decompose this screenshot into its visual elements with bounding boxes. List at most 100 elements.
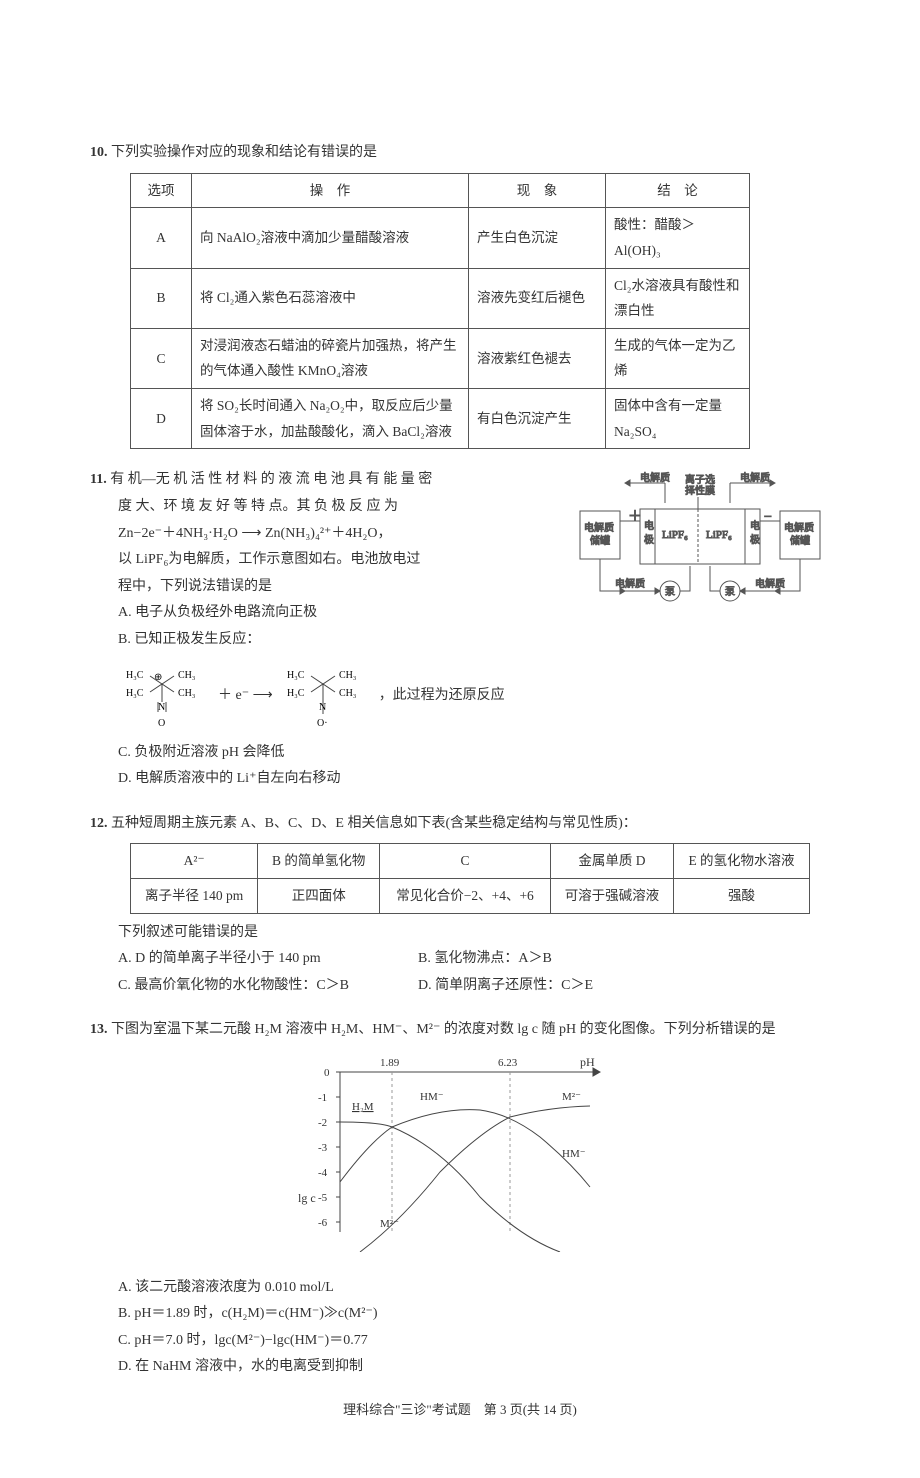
q10-number: 10. xyxy=(90,145,108,160)
mol2-h3c-tl: H₃C xyxy=(287,670,305,681)
q11-opt-a-text: 电子从负极经外电路流向正极 xyxy=(135,605,317,620)
q10-th-opt: 选项 xyxy=(131,173,192,208)
ytick-4: -4 xyxy=(318,1167,328,1179)
q10-th-phen: 现 象 xyxy=(469,173,606,208)
q11-opt-b-tail: ，此过程为还原反应 xyxy=(379,683,505,710)
q10-r3-op: 将 SO₂长时间通入 Na₂O₂中，取反应后少量固体溶于水，加盐酸酸化，滴入 B… xyxy=(192,389,469,449)
q10-r0-conc: 酸性：醋酸＞Al(OH)₃ xyxy=(606,208,750,268)
q12-number: 12. xyxy=(90,816,108,831)
mol-ch3-tr: CH₃ xyxy=(178,670,195,681)
y-axis-label: lg c xyxy=(298,1191,316,1205)
label-ion-membrane-2: 择性膜 xyxy=(685,484,715,497)
q10-r1-conc: Cl₂水溶液具有酸性和漂白性 xyxy=(606,268,750,328)
q12-c0: 离子半径 140 pm xyxy=(131,878,258,913)
label-electrode-left-1: 电 xyxy=(644,519,654,532)
q11-opt-c-text: 负极附近溶液 pH 会降低 xyxy=(134,745,284,760)
molecule-right-icon: H₃C H₃C CH₃ CH₃ N O· xyxy=(281,662,371,732)
q13-opt-a-text: 该二元酸溶液浓度为 0.010 mol/L xyxy=(135,1280,334,1295)
q12-c3: 可溶于强碱溶液 xyxy=(550,878,673,913)
label-pump-left: 泵 xyxy=(665,586,675,598)
table-row: C 对浸润液态石蜡油的碎瓷片加强热，将产生的气体通入酸性 KMnO₄溶液 溶液紫… xyxy=(131,328,750,388)
mol-plus: ⊕ xyxy=(154,672,162,683)
q10-stem: 下列实验操作对应的现象和结论有错误的是 xyxy=(111,145,377,160)
xmark-2: 6.23 xyxy=(498,1057,518,1069)
mol-h3c-bl: H₃C xyxy=(126,688,144,699)
label-pump-right: 泵 xyxy=(725,586,735,598)
ytick-1: -1 xyxy=(318,1092,327,1104)
q13-number: 13. xyxy=(90,1022,108,1037)
q11-reaction-equation: H₃C H₃C CH₃ CH₃ ⊕ N O ＋ e⁻ ⟶ H₃C H₃C CH₃… xyxy=(120,662,830,732)
label-tank-left-1: 电解质 xyxy=(584,521,614,534)
q10-table: 选项 操 作 现 象 结 论 A 向 NaAlO₂溶液中滴加少量醋酸溶液 产生白… xyxy=(130,173,750,450)
q13-opt-d: D. 在 NaHM 溶液中，水的电离受到抑制 xyxy=(90,1354,830,1381)
question-11: 电解质 电解质 离子选 择性膜 电解质 储罐 电解质 储罐 xyxy=(90,467,830,792)
q11-diagram: 电解质 电解质 离子选 择性膜 电解质 储罐 电解质 储罐 xyxy=(570,471,830,632)
q10-r2-op: 对浸润液态石蜡油的碎瓷片加强热，将产生的气体通入酸性 KMnO₄溶液 xyxy=(192,328,469,388)
mol2-n: N xyxy=(319,702,326,713)
q13-opt-d-text: 在 NaHM 溶液中，水的电离受到抑制 xyxy=(135,1359,363,1374)
q10-r2-opt: C xyxy=(131,328,192,388)
q12-tail: 下列叙述可能错误的是 xyxy=(90,920,830,947)
q12-opt-b: B. 氢化物沸点：A＞B xyxy=(418,946,678,973)
mol-n-l: N xyxy=(158,702,165,713)
q12-opt-d-text: 简单阴离子还原性：C＞E xyxy=(435,978,593,993)
q11-opt-b-text: 已知正极发生反应： xyxy=(134,632,260,647)
q12-c4: 强酸 xyxy=(674,878,810,913)
label-ion-membrane: 离子选 xyxy=(685,473,715,486)
q10-r3-phen: 有白色沉淀产生 xyxy=(469,389,606,449)
q13-opt-c: C. pH＝7.0 时，lgc(M²⁻)−lgc(HM⁻)＝0.77 xyxy=(90,1328,830,1355)
series-hm-right: HM⁻ xyxy=(562,1148,586,1160)
q13-stem: 下图为室温下某二元酸 H₂M 溶液中 H₂M、HM⁻、M²⁻ 的浓度对数 lg … xyxy=(111,1022,776,1037)
ytick-2: -2 xyxy=(318,1117,327,1129)
table-row: A 向 NaAlO₂溶液中滴加少量醋酸溶液 产生白色沉淀 酸性：醋酸＞Al(OH… xyxy=(131,208,750,268)
series-m2: M²⁻ xyxy=(562,1091,581,1103)
q12-c1: 正四面体 xyxy=(258,878,380,913)
label-tank-right-1: 电解质 xyxy=(784,521,814,534)
q10-r1-phen: 溶液先变红后褪色 xyxy=(469,268,606,328)
q11-number: 11. xyxy=(90,472,107,487)
minus-terminal: − xyxy=(764,510,772,525)
q10-r0-phen: 产生白色沉淀 xyxy=(469,208,606,268)
label-tank-right-2: 储罐 xyxy=(790,534,810,547)
q12-opt-d: D. 简单阴离子还原性：C＞E xyxy=(418,973,678,1000)
series-m2-left: M²⁻ xyxy=(380,1218,399,1230)
plus-e-arrow: ＋ e⁻ ⟶ xyxy=(218,683,273,710)
lgc-ph-chart-icon: 0 -1 -2 -3 -4 -5 -6 xyxy=(280,1052,640,1252)
series-h2m: H₂M xyxy=(352,1101,374,1113)
label-tank-left-2: 储罐 xyxy=(590,534,610,547)
table-row: B 将 Cl₂通入紫色石蕊溶液中 溶液先变红后褪色 Cl₂水溶液具有酸性和漂白性 xyxy=(131,268,750,328)
question-12: 12. 五种短周期主族元素 A、B、C、D、E 相关信息如下表(含某些稳定结构与… xyxy=(90,811,830,1000)
label-electrode-left-2: 极 xyxy=(644,533,654,546)
mol2-h3c-bl: H₃C xyxy=(287,688,305,699)
q10-th-conc: 结 论 xyxy=(606,173,750,208)
x-axis-label: pH xyxy=(580,1055,595,1069)
q12-h3: 金属单质 D xyxy=(550,844,673,879)
ytick-3: -3 xyxy=(318,1142,328,1154)
ytick-0: 0 xyxy=(324,1067,330,1079)
q12-opt-c-text: 最高价氧化物的水化物酸性：C＞B xyxy=(134,978,349,993)
q12-opt-a-text: D 的简单离子半径小于 140 pm xyxy=(135,951,321,966)
q10-r2-phen: 溶液紫红色褪去 xyxy=(469,328,606,388)
q10-r0-opt: A xyxy=(131,208,192,268)
molecule-left-icon: H₃C H₃C CH₃ CH₃ ⊕ N O xyxy=(120,662,210,732)
xmark-1: 1.89 xyxy=(380,1057,400,1069)
table-row: 离子半径 140 pm 正四面体 常见化合价−2、+4、+6 可溶于强碱溶液 强… xyxy=(131,878,810,913)
q10-r2-conc: 生成的气体一定为乙烯 xyxy=(606,328,750,388)
q13-opt-b: B. pH＝1.89 时，c(H₂M)＝c(HM⁻)≫c(M²⁻) xyxy=(90,1301,830,1328)
q11-opt-d-text: 电解质溶液中的 Li⁺自左向右移动 xyxy=(135,771,340,786)
mol-ch3-br: CH₃ xyxy=(178,688,195,699)
q12-h1: B 的简单氢化物 xyxy=(258,844,380,879)
label-electrode-right-1: 电 xyxy=(750,519,760,532)
label-electrode-right-2: 极 xyxy=(750,533,760,546)
mol-h3c-tl: H₃C xyxy=(126,670,144,681)
q12-table: A²⁻ B 的简单氢化物 C 金属单质 D E 的氢化物水溶液 离子半径 140… xyxy=(130,843,810,913)
q11-stem-l0: 有 机—无 机 活 性 材 料 的 液 流 电 池 具 有 能 量 密 xyxy=(110,472,432,487)
q10-th-op: 操 作 xyxy=(192,173,469,208)
q13-opt-a: A. 该二元酸溶液浓度为 0.010 mol/L xyxy=(90,1275,830,1302)
ytick-5: -5 xyxy=(318,1192,328,1204)
mol2-ch3-tr: CH₃ xyxy=(339,670,356,681)
q10-r1-opt: B xyxy=(131,268,192,328)
q12-options-row2: C. 最高价氧化物的水化物酸性：C＞B D. 简单阴离子还原性：C＞E xyxy=(90,973,830,1000)
q10-r3-opt: D xyxy=(131,389,192,449)
mol-o-l: O xyxy=(158,718,165,729)
